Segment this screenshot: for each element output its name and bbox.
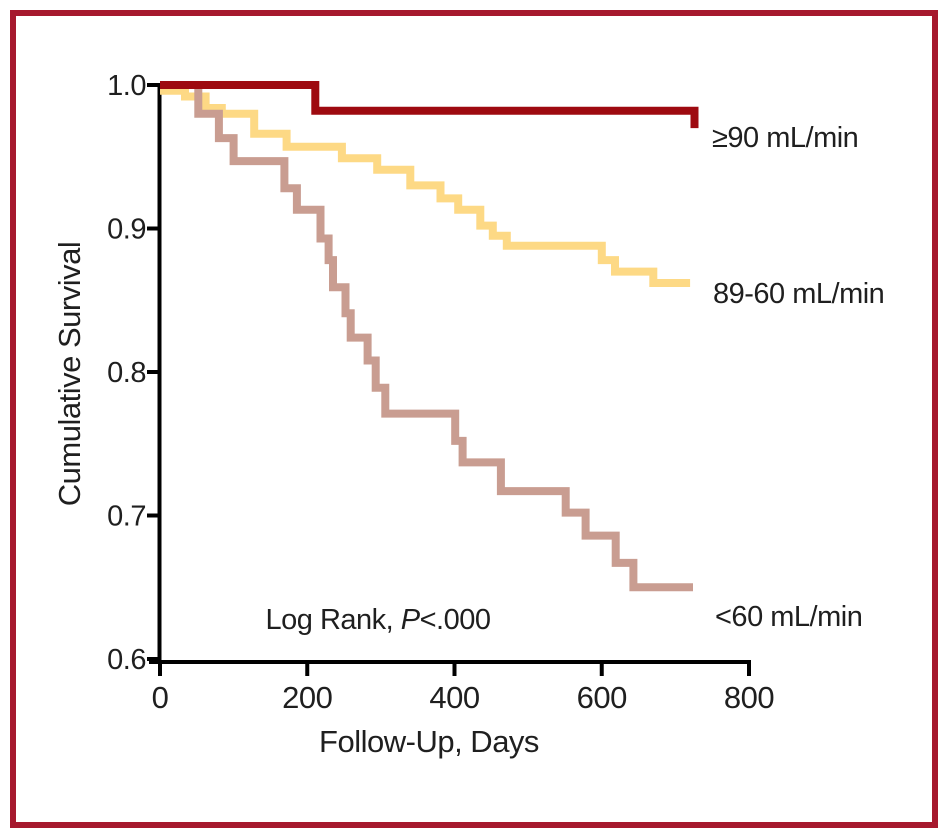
y-tick-label: 0.6 — [107, 644, 146, 676]
axes-layer — [147, 83, 751, 676]
survival-curve-60mLmin — [160, 81, 693, 592]
y-axis-title: Cumulative Survival — [52, 242, 87, 506]
x-tick-label: 200 — [282, 680, 332, 715]
x-tick-label: 800 — [724, 680, 774, 715]
x-tick-label: 0 — [152, 680, 169, 715]
survival-curve-8960mLmin — [160, 86, 691, 287]
y-tick-label: 0.8 — [107, 357, 146, 389]
y-tick-label: 0.9 — [107, 214, 146, 246]
survival-curve-90mLmin — [160, 81, 699, 129]
tick-label-layer: 0 200 400 600 800 1.0 0.9 0.8 0.7 0.6 — [107, 70, 775, 715]
log-rank-annotation: Log Rank, P<.000 — [266, 604, 491, 636]
x-tick-label: 400 — [429, 680, 479, 715]
series-label-89-60: 89-60 mL/min — [713, 278, 885, 310]
x-axis-title: Follow-Up, Days — [319, 724, 539, 759]
series-label-ge90: ≥90 mL/min — [712, 122, 859, 154]
y-tick-label: 1.0 — [107, 70, 146, 102]
y-tick-label: 0.7 — [107, 501, 146, 533]
survival-curves-layer — [160, 81, 699, 592]
p-value-symbol: P — [400, 604, 420, 636]
series-label-lt60: <60 mL/min — [715, 601, 863, 633]
x-tick-label: 600 — [577, 680, 627, 715]
p-value-text: <.000 — [419, 604, 491, 636]
log-rank-text: Log Rank, — [265, 604, 401, 636]
